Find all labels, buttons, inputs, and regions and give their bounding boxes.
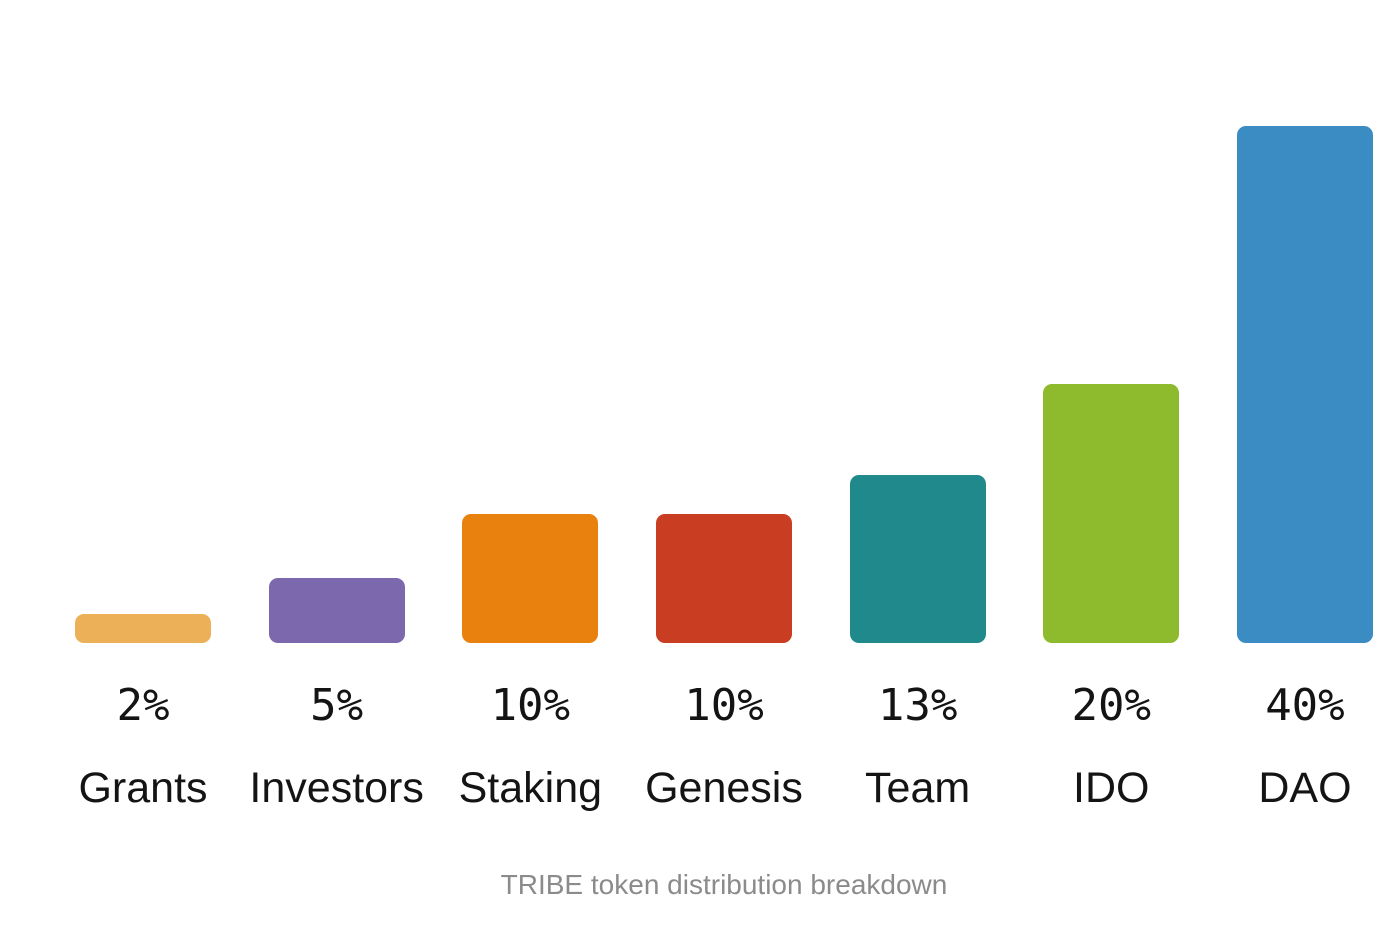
bar-column-staking: 10% Staking [459, 126, 602, 810]
bar-column-grants: 2% Grants [75, 126, 211, 810]
bar-column-genesis: 10% Genesis [645, 126, 803, 810]
bar-area [462, 126, 599, 643]
bar-column-team: 13% Team [849, 126, 986, 812]
category-label-investors: Investors [249, 764, 424, 812]
bar-column-ido: 20% IDO [1043, 126, 1180, 812]
bar-area [1043, 126, 1180, 643]
bar-area [268, 126, 405, 643]
category-label-grants: Grants [78, 764, 208, 812]
category-label-dao: DAO [1258, 764, 1352, 812]
bar-team [849, 475, 986, 643]
chart-caption: TRIBE token distribution breakdown [500, 869, 948, 900]
bar-staking [462, 514, 599, 643]
category-label-ido: IDO [1073, 764, 1150, 812]
category-label-team: Team [865, 764, 971, 812]
bar-area [1236, 126, 1373, 643]
bar-dao [1236, 126, 1373, 643]
bar-column-dao: 40% DAO [1236, 126, 1373, 812]
category-label-staking: Staking [458, 764, 603, 812]
bar-grants [75, 614, 211, 643]
value-label-investors: 5% [310, 680, 364, 731]
value-label-team: 13% [877, 680, 958, 731]
value-label-staking: 10% [490, 680, 571, 731]
value-label-genesis: 10% [684, 680, 764, 731]
bar-genesis [655, 514, 792, 643]
bar-column-investors: 5% Investors [249, 126, 424, 810]
bar-investors [268, 578, 405, 643]
value-label-ido: 20% [1071, 680, 1152, 731]
value-label-dao: 40% [1265, 680, 1345, 731]
bar-area [75, 126, 211, 643]
category-label-genesis: Genesis [645, 764, 803, 812]
bar-area [655, 126, 792, 643]
bar-area [849, 126, 986, 643]
bar-ido [1043, 384, 1180, 643]
bar-chart: 2% Grants 5% Investors 10% Staking 10% Genesis 1… [75, 126, 1373, 810]
value-label-grants: 2% [116, 680, 170, 731]
